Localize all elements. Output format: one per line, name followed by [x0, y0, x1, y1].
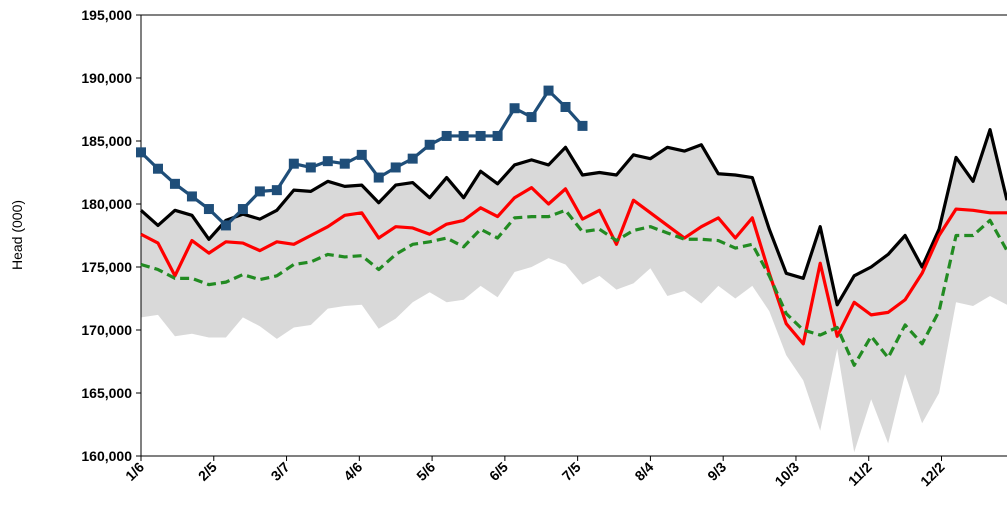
marker: [186, 191, 197, 202]
x-tick-label: 10/3: [771, 459, 802, 490]
y-tick-label: 165,000: [81, 385, 132, 401]
y-tick-label: 175,000: [81, 259, 132, 275]
y-tick-label: 180,000: [81, 196, 132, 212]
y-tick-label: 190,000: [81, 70, 132, 86]
range-band: [141, 129, 1007, 453]
marker: [441, 130, 452, 141]
marker: [288, 158, 299, 169]
x-tick-label: 7/5: [559, 459, 584, 484]
marker: [373, 172, 384, 183]
marker: [136, 147, 146, 158]
x-tick-label: 2/5: [195, 459, 220, 484]
x-tick-label: 8/4: [631, 459, 656, 484]
x-tick-label: 3/7: [268, 459, 293, 484]
marker: [203, 204, 214, 215]
marker: [152, 163, 163, 174]
x-tick-label: 9/3: [704, 459, 729, 484]
marker: [526, 112, 537, 123]
x-tick-label: 12/2: [917, 459, 948, 490]
marker: [390, 162, 401, 173]
marker: [577, 120, 588, 131]
marker: [322, 156, 333, 167]
x-tick-label: 4/6: [340, 459, 365, 484]
marker: [560, 101, 571, 112]
y-tick-label: 185,000: [81, 133, 132, 149]
series-line: [140, 186, 1007, 346]
marker: [543, 85, 554, 96]
marker: [237, 204, 248, 215]
marker: [271, 185, 282, 196]
marker: [356, 149, 367, 160]
y-tick-label: 170,000: [81, 322, 132, 338]
x-tick-label: 5/6: [413, 459, 438, 484]
marker: [305, 162, 316, 173]
marker: [220, 220, 231, 231]
marker: [475, 130, 486, 141]
y-tick-label: 160,000: [81, 448, 132, 464]
marker: [169, 178, 180, 189]
y-tick-label: 195,000: [81, 7, 132, 23]
series-line: [140, 208, 1007, 367]
marker: [254, 186, 265, 197]
y-axis-label: Head (000): [9, 200, 25, 270]
marker: [339, 158, 350, 169]
x-tick-label: 6/5: [486, 459, 511, 484]
series-line: [139, 128, 1007, 307]
marker: [407, 153, 418, 164]
x-tick-label: 11/2: [845, 459, 875, 489]
marker: [424, 139, 435, 150]
marker: [509, 103, 520, 114]
marker: [492, 130, 503, 141]
marker: [458, 130, 469, 141]
